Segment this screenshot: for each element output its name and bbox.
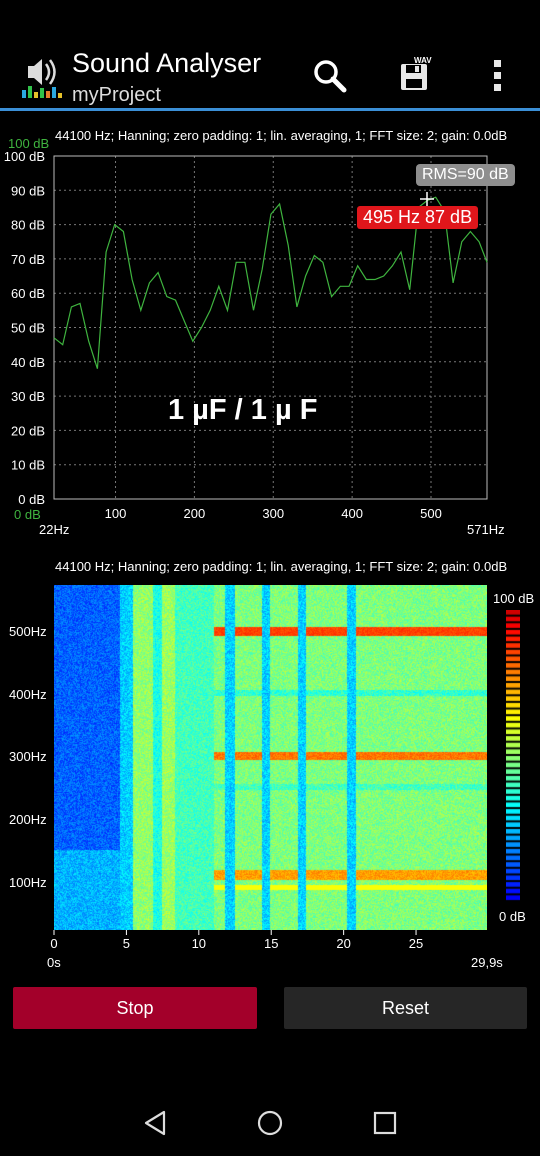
spectrogram-y-label-300: 300Hz (9, 749, 47, 764)
spectrum-y-tick: 50 dB (11, 321, 45, 336)
spectrum-y-tick: 70 dB (11, 252, 45, 267)
spectrum-y-tick: 20 dB (11, 423, 45, 438)
spectrogram-x-tick-label: 15 (264, 936, 278, 951)
spectrum-y-tick: 10 dB (11, 458, 45, 473)
navigation-bar (0, 1090, 540, 1156)
spectrum-y-tick: 100 dB (4, 149, 45, 164)
spectrum-x-tick: 100 (105, 506, 127, 521)
spectrum-y-tick: 0 dB (18, 492, 45, 507)
spectrogram-x-tick-label: 25 (409, 936, 423, 951)
colorbar-min-label: 0 dB (499, 909, 526, 924)
spectrum-y-tick: 60 dB (11, 286, 45, 301)
spectrum-y-tick: 90 dB (11, 183, 45, 198)
recents-icon[interactable] (370, 1108, 400, 1138)
spectrogram-x-tick-label: 0 (50, 936, 57, 951)
cursor-crosshair-icon[interactable] (420, 192, 434, 206)
spectrogram-x-tick-label: 20 (336, 936, 350, 951)
save-wav-icon[interactable] (398, 56, 434, 94)
spectrogram-axis-svg: 0 5 10 15 20 25 (50, 930, 423, 951)
app-bar (0, 40, 540, 108)
spectrum-y-tick: 40 dB (11, 355, 45, 370)
home-icon[interactable] (255, 1108, 285, 1138)
spectrogram-canvas (54, 585, 487, 930)
spectrum-y-tick: 80 dB (11, 218, 45, 233)
spectrum-chart[interactable]: 100 dB 90 dB 80 dB 70 dB 60 dB 50 dB 40 dB 30 d… (0, 140, 540, 540)
wav-label: WAV (414, 56, 432, 65)
spectrogram-x-tick-label: 10 (192, 936, 206, 951)
search-icon[interactable] (310, 56, 350, 96)
spectrum-max-label: 100 dB (8, 136, 50, 151)
spectrogram-x-tick-label: 5 (123, 936, 130, 951)
app-title: Sound Analyser (72, 48, 262, 78)
spectrum-x-max: 571Hz (467, 522, 505, 537)
spectrogram-y-label-100: 100Hz (9, 875, 47, 890)
app-logo-icon (18, 52, 64, 100)
spectrogram-y-label-200: 200Hz (9, 812, 47, 827)
spectrum-min-label: 0 dB (14, 507, 41, 522)
spectrum-series-line (53, 196, 488, 369)
spectrogram-info: 44100 Hz; Hanning; zero padding: 1; lin.… (55, 559, 508, 574)
spectrogram-y-label-400: 400Hz (9, 687, 47, 702)
back-icon[interactable] (140, 1108, 170, 1138)
spectrogram-x-axis: 0 5 10 15 20 25 (0, 930, 540, 970)
more-vert-icon[interactable] (488, 56, 508, 96)
time-start-label: 0s (47, 955, 61, 970)
colorbar-canvas (506, 610, 520, 902)
project-name: myProject (72, 84, 161, 106)
colorbar-max-label: 100 dB (493, 591, 535, 606)
spectrum-y-tick: 30 dB (11, 389, 45, 404)
stop-button[interactable]: Stop (13, 987, 257, 1029)
status-bar (0, 0, 540, 40)
colorbar (506, 610, 520, 902)
spectrum-x-min: 22Hz (39, 522, 70, 537)
spectrum-x-tick: 400 (341, 506, 363, 521)
reset-button[interactable]: Reset (284, 987, 527, 1029)
rms-badge: RMS=90 dB (416, 164, 515, 186)
peak-badge: 495 Hz 87 dB (357, 206, 479, 229)
spectrum-x-tick: 200 (184, 506, 206, 521)
spectrogram-y-label-500: 500Hz (9, 624, 47, 639)
spectrum-x-tick: 300 (262, 506, 284, 521)
spectrum-svg: 100 dB 90 dB 80 dB 70 dB 60 dB 50 dB 40 dB 30 d… (4, 149, 488, 521)
time-end-label: 29,9s (471, 955, 503, 970)
app-bar-divider (0, 108, 540, 111)
spectrum-x-tick: 500 (420, 506, 442, 521)
spectrum-info: 44100 Hz; Hanning; zero padding: 1; lin.… (55, 128, 508, 143)
overlay-label: 1 µF / 1 µ F (168, 394, 318, 426)
spectrogram[interactable] (54, 585, 487, 930)
spectrum-frame (53, 155, 488, 500)
